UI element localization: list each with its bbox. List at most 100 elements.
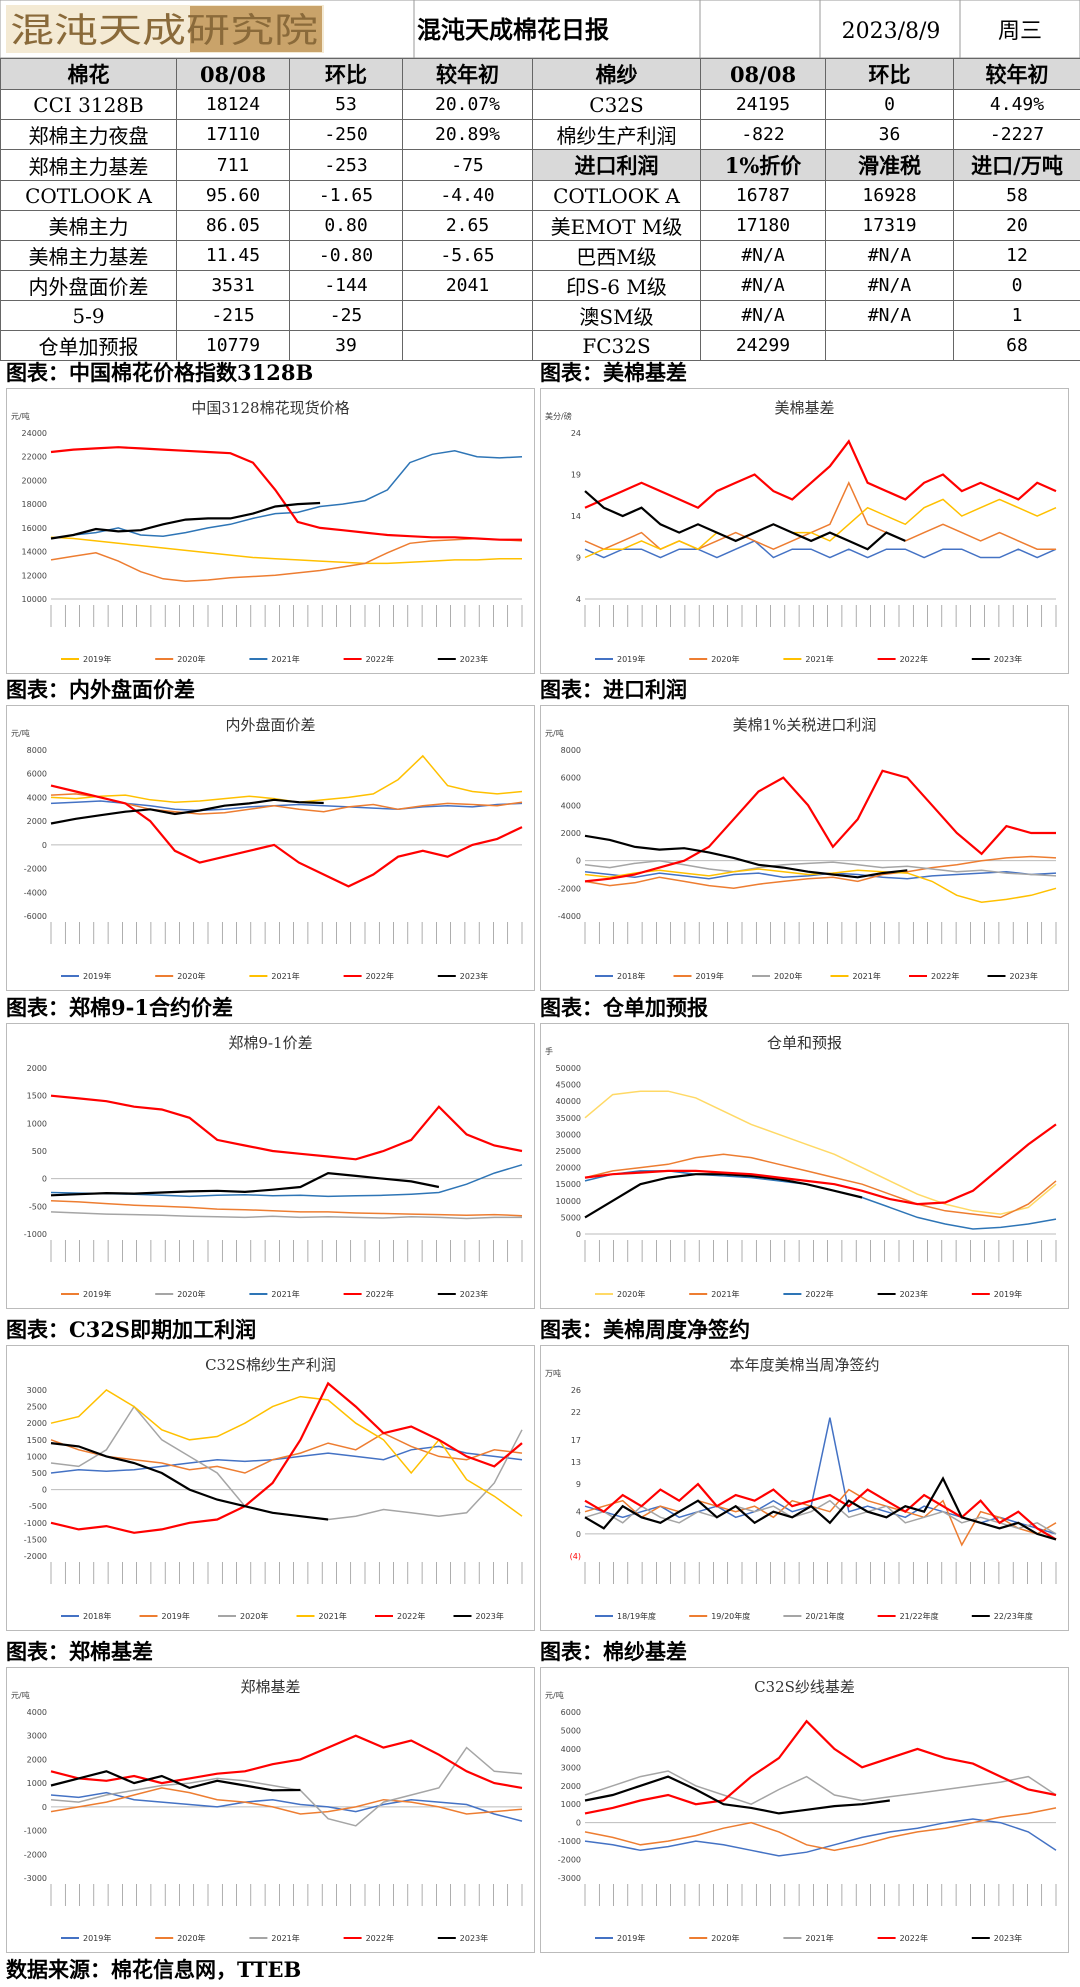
- y-tick-label: -1000: [558, 1837, 581, 1846]
- table-cell: 美EMOT M级: [532, 210, 701, 241]
- y-tick-label: 1500: [27, 1092, 47, 1101]
- header-cell: 08/08: [700, 58, 826, 90]
- table-cell: -0.80: [289, 240, 403, 271]
- table-cell: -215: [176, 300, 290, 331]
- table-cell: -144: [289, 270, 403, 301]
- series-line: [50, 1787, 523, 1815]
- y-axis-label: 元/吨: [11, 411, 30, 421]
- table-cell: 58: [953, 180, 1080, 211]
- y-axis-label: 元/吨: [545, 728, 564, 738]
- chart-title: 仓单和预报: [767, 1034, 842, 1052]
- legend-label: 2023年: [460, 1933, 488, 1943]
- y-tick-label: 12000: [22, 571, 47, 580]
- chart-caption: 图表：C32S即期加工利润: [6, 1317, 257, 1342]
- y-tick-label: -1000: [24, 1519, 47, 1528]
- y-tick-label: 1000: [27, 1119, 47, 1128]
- legend-label: 2022年: [931, 971, 959, 981]
- table-cell: 内外盘面价差: [0, 270, 177, 301]
- chart-panel: 美棉基差 美分/磅 4 9 14 19 24 2019年 2020年 2021年 2022年 2023…: [540, 388, 1069, 674]
- y-tick-label: 20000: [556, 1164, 581, 1173]
- table-cell: C32S: [532, 89, 701, 120]
- series-line: [584, 1173, 863, 1219]
- legend-label: 2023年: [460, 971, 488, 981]
- chart-svg: C32S棉纱生产利润 -2000 -1500 -1000 -500 0 500 1000 150…: [24, 1356, 523, 1621]
- y-tick-label: -1000: [24, 1827, 47, 1836]
- y-tick-label: -4000: [558, 912, 581, 921]
- header-cell: 进口/万吨: [953, 149, 1080, 181]
- chart-caption: 图表：郑棉9-1合约价差: [6, 995, 233, 1020]
- chart-title: 郑棉基差: [240, 1678, 300, 1696]
- table-cell: 0: [953, 270, 1080, 301]
- legend-label: 2022年: [366, 654, 394, 664]
- table-cell: -250: [289, 119, 403, 150]
- table-cell: 20.89%: [402, 119, 533, 150]
- table-cell: 24195: [700, 89, 826, 120]
- table-cell: 0: [825, 89, 954, 120]
- y-tick-label: 0: [576, 1819, 581, 1828]
- table-cell: #N/A: [700, 270, 826, 301]
- y-tick-label: 6000: [561, 1708, 581, 1717]
- y-tick-label: 1500: [27, 1436, 47, 1445]
- y-tick-label: 19: [571, 471, 581, 480]
- y-tick-label: 3000: [27, 1386, 47, 1395]
- chart-title: C32S棉纱生产利润: [205, 1356, 336, 1374]
- table-cell: [402, 300, 533, 331]
- series-line: [50, 1770, 301, 1792]
- y-tick-label: 0: [576, 857, 581, 866]
- table-cell: 美棉主力: [0, 210, 177, 241]
- table-cell: 4.49%: [953, 89, 1080, 120]
- legend-label: 2023年: [460, 1289, 488, 1299]
- legend-label: 2020年: [774, 971, 802, 981]
- chart-panel: 中国3128棉花现货价格 元/吨 10000 12000 14000 16000 18000…: [6, 388, 535, 674]
- table-cell: [402, 330, 533, 361]
- table-cell: 20.07%: [402, 89, 533, 120]
- data-source-footer: 数据来源：棉花信息网，TTEB: [6, 1957, 302, 1982]
- legend-label: 2019年: [162, 1611, 190, 1621]
- table-cell: 17319: [825, 210, 954, 241]
- chart-title: C32S纱线基差: [754, 1678, 855, 1696]
- table-cell: 16787: [700, 180, 826, 211]
- y-tick-label: -3000: [558, 1874, 581, 1883]
- table-cell: 郑棉主力夜盘: [0, 119, 177, 150]
- chart-caption: 图表：美棉基差: [540, 360, 687, 385]
- legend-label: 2023年: [476, 1611, 504, 1621]
- y-tick-label: 2000: [561, 829, 581, 838]
- chart-caption: 图表：进口利润: [540, 677, 687, 702]
- y-tick-label: -2000: [24, 1552, 47, 1561]
- y-tick-label: 26: [571, 1386, 581, 1395]
- table-cell: [825, 330, 954, 361]
- y-tick-label: 2000: [27, 1064, 47, 1073]
- y-tick-label: 5000: [561, 1213, 581, 1222]
- chart-panel: 仓单和预报手 0 5000 10000 15000 20000 25000 30000 3500…: [540, 1023, 1069, 1309]
- table-cell: -822: [700, 119, 826, 150]
- y-tick-label: 18000: [22, 500, 47, 509]
- y-tick-label: 0: [576, 1530, 581, 1539]
- series-line: [50, 1211, 522, 1220]
- legend-label: 2019年: [83, 1289, 111, 1299]
- legend-label: 2020年: [711, 654, 739, 664]
- y-tick-label: 4000: [561, 1745, 581, 1754]
- legend-label: 2020年: [240, 1611, 268, 1621]
- chart-panel: 郑棉9-1价差 -1000 -500 0 500 1000 1500 2000 2019年 202…: [6, 1023, 535, 1309]
- y-tick-label: 16000: [22, 524, 47, 533]
- series-line: [584, 439, 1057, 509]
- series-line: [584, 1123, 1057, 1206]
- y-tick-label: -6000: [24, 912, 47, 921]
- y-tick-label: 8000: [27, 746, 47, 755]
- y-tick-label: 13: [571, 1458, 581, 1467]
- table-row: 仓单加预报 10779 39 FC32S 24299 68: [0, 330, 1080, 361]
- y-tick-label: 0: [576, 1230, 581, 1239]
- chart-title: 美棉基差: [774, 399, 834, 417]
- table-cell: 711: [176, 149, 290, 181]
- y-tick-label: 22000: [22, 453, 47, 462]
- y-tick-label: 14: [571, 512, 581, 521]
- y-tick-label: 10000: [22, 595, 47, 604]
- header-cell: 较年初: [953, 58, 1080, 90]
- header-cell: 棉纱: [532, 58, 701, 90]
- series-line: [50, 450, 523, 540]
- y-tick-label: 6000: [561, 774, 581, 783]
- legend-label: 2021年: [271, 971, 299, 981]
- legend-label: 2022年: [366, 1289, 394, 1299]
